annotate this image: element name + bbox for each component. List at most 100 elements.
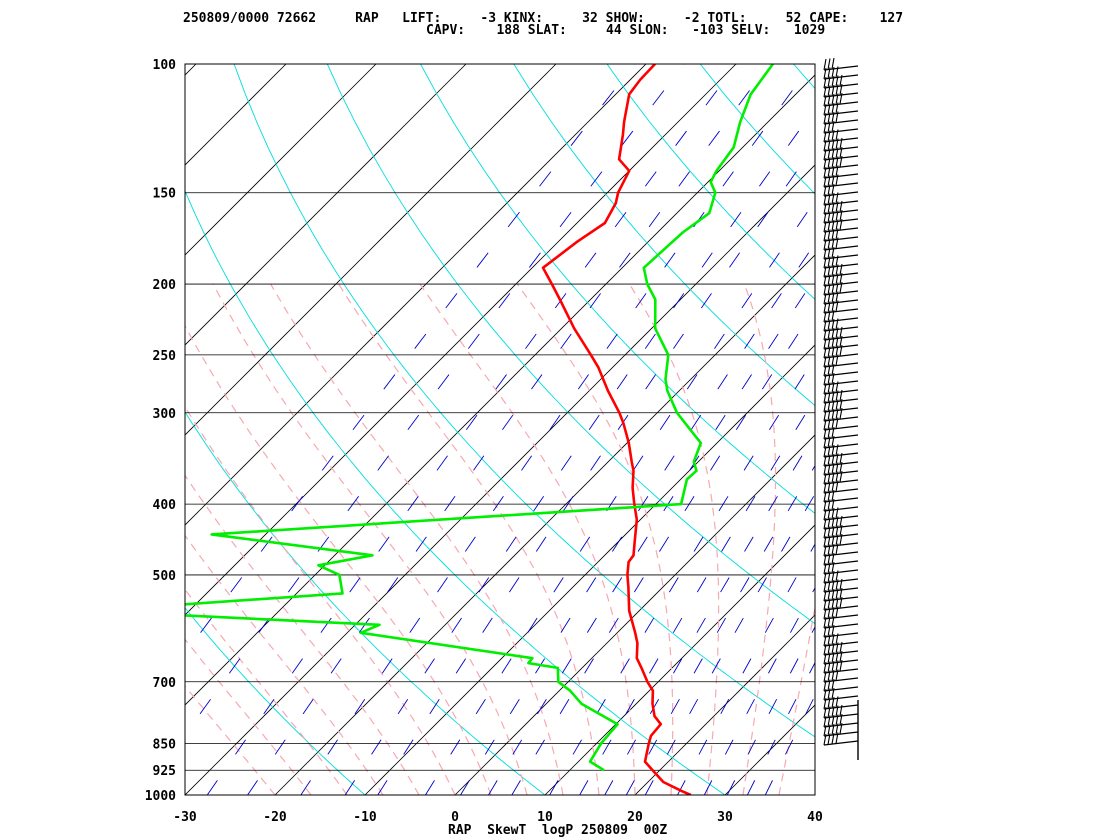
barb-flag: [827, 481, 831, 493]
barb-flag: [823, 157, 827, 170]
barb-flag: [839, 659, 843, 672]
mixing-ratio-segment: [720, 577, 730, 593]
pressure-tick-label: 925: [153, 764, 176, 779]
barb-flag: [823, 616, 827, 629]
mixing-ratio-segment: [1080, 50, 1089, 65]
barb-flag: [839, 389, 843, 402]
barb-flag: [831, 174, 835, 187]
mixing-ratio-segment: [535, 536, 547, 552]
mixing-ratio-segment: [879, 496, 887, 511]
mixing-ratio-segment: [637, 536, 648, 552]
barb-flag: [823, 706, 827, 719]
chart-title: RAP SkewT logP 250809 00Z: [448, 823, 667, 838]
barb-flag: [835, 606, 839, 618]
mixing-ratio-segment: [717, 374, 728, 390]
mixing-ratio-segment: [1054, 90, 1063, 105]
barb-flag: [835, 417, 839, 429]
mixing-ratio-segment: [619, 252, 631, 268]
mixing-ratio-segment: [604, 780, 614, 795]
dry-adiabat: [185, 607, 366, 795]
barb-flag: [831, 336, 835, 349]
isotherm: [185, 64, 467, 346]
mixing-ratio-segment: [909, 90, 919, 105]
mixing-ratio-segment: [905, 375, 914, 390]
isotherm: [185, 64, 557, 436]
barb-flag: [831, 606, 835, 619]
barb-flag: [835, 705, 839, 717]
mixing-ratio-segment: [905, 415, 913, 430]
barb-flag: [823, 715, 827, 728]
barb-flag: [827, 256, 831, 268]
mixing-ratio-segment: [923, 131, 933, 146]
mixing-ratio-segment: [675, 130, 687, 146]
mixing-ratio-segment: [1012, 293, 1021, 308]
wind-barb: [823, 335, 859, 350]
barb-flag: [839, 83, 843, 96]
barb-flag: [827, 364, 831, 376]
barb-flag: [827, 229, 831, 241]
barb-flag: [839, 398, 843, 411]
mixing-ratio-segment: [764, 780, 773, 795]
mixing-ratio-segment: [708, 130, 720, 146]
mixing-ratio-segment: [621, 130, 634, 146]
mixing-ratio-segment: [140, 699, 151, 714]
mixing-ratio-segment: [553, 577, 564, 593]
barb-flag: [823, 643, 827, 656]
mixing-ratio-segment: [1044, 212, 1053, 227]
barb-flag: [831, 417, 835, 430]
mixing-ratio-segment: [910, 50, 920, 65]
mixing-ratio-segment: [814, 144, 815, 146]
barb-flag: [823, 418, 827, 431]
mixing-ratio-segment: [608, 617, 619, 633]
barb-flag: [831, 435, 835, 448]
barb-flag: [831, 327, 835, 340]
wind-barb: [823, 326, 859, 341]
mixing-ratio-segment: [899, 212, 909, 227]
barb-flag: [823, 409, 827, 422]
barb-flag: [831, 516, 835, 529]
barb-flag: [839, 218, 843, 231]
mixing-ratio-segment: [693, 658, 703, 674]
mixing-ratio-segment: [740, 577, 750, 593]
barb-flag: [827, 175, 831, 187]
barb-flag: [827, 499, 831, 511]
mixing-ratio-segment: [788, 333, 799, 349]
moist-adiabat: [185, 324, 492, 795]
barb-flag: [835, 579, 839, 591]
mixing-ratio-segment: [649, 658, 659, 674]
mixing-ratio-segment: [387, 577, 399, 593]
mixing-ratio-segment: [206, 780, 218, 795]
barb-flag: [823, 589, 827, 602]
mixing-ratio-segment: [952, 334, 961, 349]
barb-flag: [827, 202, 831, 214]
mixing-ratio-segment: [683, 64, 685, 65]
barb-flag: [823, 139, 827, 152]
barb-flag: [835, 138, 839, 150]
barb-flag: [827, 688, 831, 700]
barb-flag: [827, 625, 831, 637]
mixing-ratio-segment: [1003, 334, 1011, 349]
barb-flag: [831, 237, 835, 250]
barb-flag: [827, 319, 831, 331]
mixing-ratio-segment: [635, 293, 647, 309]
mixing-ratio-segment: [957, 415, 965, 430]
barb-flag: [827, 337, 831, 349]
barb-flag: [831, 390, 835, 403]
mixing-ratio-segment: [672, 617, 683, 633]
mixing-ratio-segment: [734, 617, 744, 633]
mixing-ratio-segment: [1003, 90, 1013, 105]
barb-flag: [823, 553, 827, 566]
barb-flag: [823, 112, 827, 125]
mixing-ratio-segment: [1036, 253, 1045, 268]
mixing-ratio-segment: [874, 537, 882, 552]
mixing-ratio-segment: [349, 577, 361, 593]
mixing-ratio-segment: [768, 333, 779, 349]
dry-adiabat: [699, 64, 815, 195]
mixing-ratio-segment: [937, 50, 947, 65]
mixing-ratio-segment: [445, 293, 458, 309]
barb-flag: [835, 660, 839, 672]
barb-flag: [827, 517, 831, 529]
mixing-ratio-segment: [711, 658, 721, 674]
mixing-ratio-segment: [929, 334, 938, 349]
mixing-ratio-segment: [321, 455, 334, 471]
